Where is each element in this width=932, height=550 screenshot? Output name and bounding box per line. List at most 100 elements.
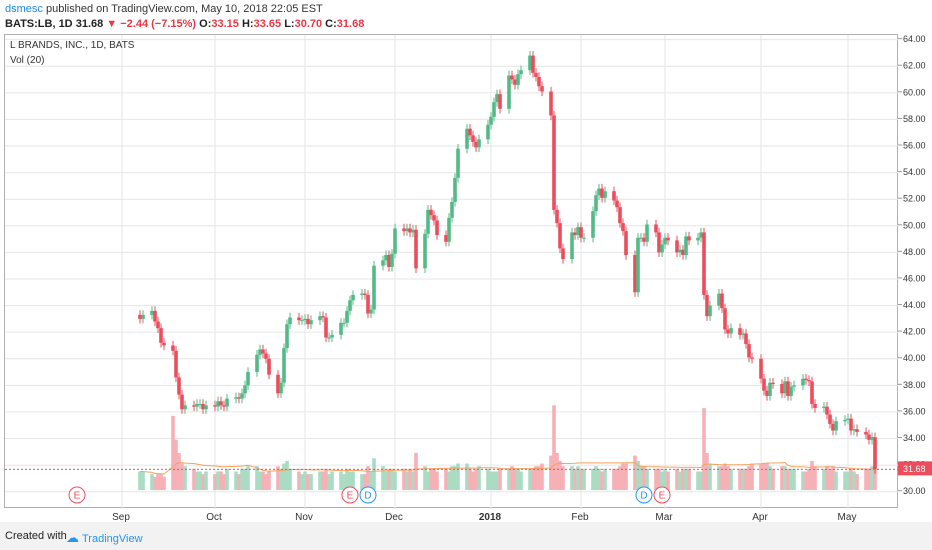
volume-bar	[141, 471, 145, 490]
dividend-marker	[359, 486, 377, 504]
volume-bar	[495, 471, 499, 490]
marker-label: E	[74, 491, 81, 502]
candle-body	[495, 94, 499, 103]
volume-bar	[867, 468, 871, 490]
volume-bar	[339, 471, 343, 490]
candle-body	[297, 317, 301, 321]
candle-body	[570, 232, 574, 260]
candle-body	[864, 431, 868, 435]
candle-body	[477, 139, 481, 148]
volume-bar	[411, 471, 415, 490]
candle-body	[201, 403, 205, 410]
candle-body	[393, 228, 397, 254]
candle-body	[699, 232, 703, 238]
volume-bar	[618, 466, 622, 490]
candle-body	[507, 75, 511, 109]
candle-body	[327, 337, 331, 339]
volume-bar	[453, 466, 457, 490]
y-tick-label: 52.00	[903, 194, 926, 204]
candle-body	[159, 328, 163, 343]
volume-bar	[435, 471, 439, 490]
candle-body	[639, 237, 643, 239]
volume-bar	[666, 471, 670, 490]
volume-bar	[561, 466, 565, 490]
price-change: −2.44 (−7.15%)	[120, 18, 197, 30]
candle-body	[558, 223, 562, 249]
candle-body	[465, 128, 469, 149]
candle-body	[867, 434, 871, 440]
candle-body	[363, 293, 367, 295]
candle-body	[624, 231, 628, 256]
volume-bar	[750, 463, 754, 490]
volume-bar	[261, 471, 265, 490]
symbol-label: BATS:LB, 1D	[5, 18, 73, 30]
candle-body	[597, 188, 601, 196]
candle-body	[561, 248, 565, 260]
volume-bar	[801, 471, 805, 490]
candle-body	[195, 403, 199, 407]
chart-legend-title: L BRANDS, INC., 1D, BATS	[10, 40, 135, 51]
publication-line: dsmesc published on TradingView.com, May…	[5, 3, 323, 15]
volume-bar	[384, 471, 388, 490]
volume-bar	[540, 463, 544, 490]
volume-bar	[537, 466, 541, 490]
candle-body	[255, 354, 259, 373]
volume-bar	[237, 474, 241, 490]
volume-bar	[864, 468, 868, 490]
candle-body	[489, 116, 493, 125]
candle-body	[141, 314, 145, 319]
candle-body	[453, 177, 457, 202]
y-tick-label: 38.00	[903, 380, 926, 390]
volume-bar	[576, 466, 580, 490]
volume-bar	[702, 407, 706, 490]
candle-body	[852, 429, 856, 431]
candle-body	[717, 293, 721, 306]
volume-bar	[654, 468, 658, 490]
open-label: O:	[199, 18, 212, 30]
volume-bar	[759, 463, 763, 490]
candle-body	[372, 265, 376, 310]
y-tick-label: 34.00	[903, 433, 926, 443]
candle-body	[402, 228, 406, 232]
volume-bar	[747, 466, 751, 490]
candle-body	[282, 348, 286, 383]
volume-bar	[258, 471, 262, 490]
volume-bar	[390, 468, 394, 490]
candle-body	[720, 293, 724, 309]
volume-bar	[393, 471, 397, 490]
candle-body	[468, 128, 472, 136]
earnings-marker	[653, 486, 671, 504]
author-link[interactable]: dsmesc	[5, 3, 43, 15]
candle-body	[741, 333, 745, 335]
candle-body	[666, 237, 670, 241]
volume-bar	[468, 468, 472, 490]
candle-body	[549, 91, 553, 116]
candle-body	[276, 374, 280, 394]
candle-body	[471, 135, 475, 143]
marker-label: D	[364, 491, 371, 502]
candle-body	[366, 294, 370, 314]
candle-body	[387, 255, 391, 268]
tradingview-logo[interactable]: ☁ TradingView	[66, 530, 143, 546]
volume-bar	[600, 471, 604, 490]
created-with-text: Created with	[5, 530, 67, 542]
volume-bar	[267, 471, 271, 490]
candle-body	[513, 79, 517, 85]
volume-bar	[822, 468, 826, 490]
volume-bar	[789, 468, 793, 490]
candle-body	[414, 229, 418, 269]
volume-bar	[552, 405, 556, 490]
candle-body	[600, 188, 604, 198]
volume-bar	[870, 466, 874, 490]
volume-bar	[153, 476, 157, 490]
candle-body	[411, 229, 415, 233]
volume-bar	[156, 474, 160, 490]
volume-bar	[633, 455, 637, 490]
candle-body	[381, 260, 385, 266]
header: dsmesc published on TradingView.com, May…	[0, 0, 932, 34]
published-text: published on TradingView.com, May 10, 20…	[42, 3, 323, 15]
volume-bar	[696, 471, 700, 490]
volume-bar	[675, 468, 679, 490]
